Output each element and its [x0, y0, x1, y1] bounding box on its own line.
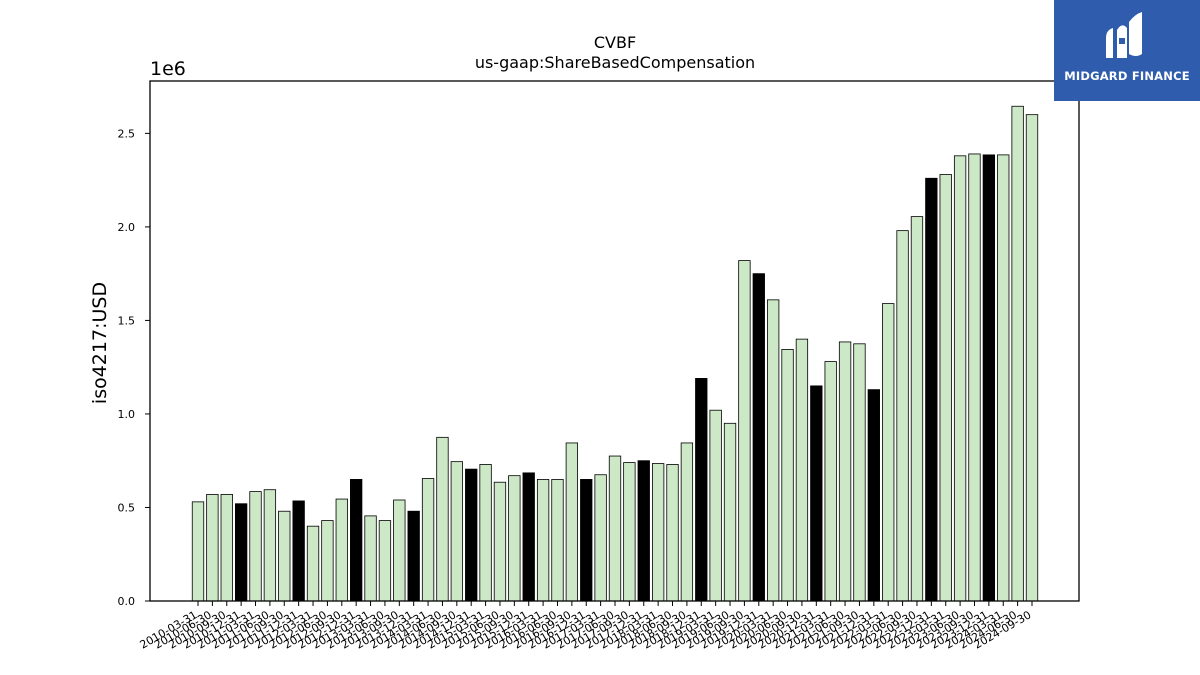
bar-2018-03-31	[651, 463, 665, 602]
bar-2021-12-31	[867, 389, 880, 602]
bar-2010-09-30	[220, 493, 233, 602]
x-ticks-group: 2010-03-312010-06-302010-09-302010-12-31…	[138, 601, 1034, 652]
bar-2022-12-31	[925, 177, 938, 602]
bar-2018-06-30	[666, 464, 679, 602]
y-tick-label: 1.0	[118, 408, 136, 421]
y-tick-label: 0.5	[118, 501, 136, 514]
bar-2024-03-31	[997, 154, 1010, 602]
bar-2011-09-30	[278, 510, 291, 602]
bar-2020-03-31	[767, 299, 780, 602]
midgard-logo-icon	[1106, 12, 1142, 58]
bar-2022-03-31	[882, 303, 895, 602]
bar-2019-09-30	[738, 260, 751, 602]
bar-2015-03-31	[479, 464, 492, 602]
bar-2012-03-31	[306, 525, 320, 602]
bar-2011-03-31	[249, 491, 262, 602]
bar-2014-06-30	[436, 436, 449, 602]
chart-title: CVBF	[594, 33, 636, 52]
bar-2017-03-31	[594, 474, 607, 602]
bar-2012-09-30	[335, 498, 348, 602]
bar-2014-09-30	[450, 461, 463, 602]
bar-2020-09-30	[795, 338, 809, 602]
bar-2021-03-31	[824, 361, 837, 602]
bar-2023-03-31	[939, 174, 952, 602]
y-ticks-group: 0.0 0.5 1.0 1.5 2.0 2.5	[118, 127, 150, 608]
bar-2013-03-31	[364, 515, 377, 602]
bar-2010-06-30	[206, 493, 219, 602]
bar-2023-12-31	[982, 154, 996, 602]
bar-2019-03-31	[709, 409, 722, 602]
bar-2016-03-31	[536, 479, 550, 602]
y-tick-label: 1.5	[118, 314, 136, 327]
bar-2013-06-30	[378, 520, 392, 602]
bar-2021-06-30	[838, 341, 852, 602]
bar-2023-09-30	[968, 153, 981, 602]
bar-2024-06-30	[1011, 105, 1024, 602]
bar-2011-12-31	[292, 500, 305, 602]
chart-subtitle: us-gaap:ShareBasedCompensation	[475, 53, 755, 72]
bar-2014-03-31	[421, 478, 435, 602]
y-tick-label: 0.0	[118, 595, 136, 608]
bar-2022-06-30	[896, 230, 909, 602]
y-axis-label: iso4217:USD	[89, 282, 111, 404]
bar-2022-09-30	[910, 216, 924, 602]
y-tick-label: 2.0	[118, 221, 136, 234]
bar-2010-03-31	[191, 501, 205, 602]
bar-2017-12-31	[637, 460, 650, 602]
bar-2015-06-30	[493, 481, 507, 602]
bar-2018-12-31	[695, 378, 708, 602]
logo-text: MIDGARD FINANCE	[1064, 69, 1190, 83]
bar-2016-09-30	[565, 442, 579, 602]
bar-2017-09-30	[623, 462, 636, 602]
bar-2011-06-30	[263, 489, 277, 602]
plot-frame	[149, 80, 1080, 602]
bar-2016-12-31	[580, 479, 593, 602]
bar-2015-12-31	[522, 472, 535, 602]
bar-2024-09-30	[1025, 114, 1039, 602]
bar-2017-06-30	[608, 455, 622, 602]
y-offset-label: 1e6	[150, 58, 186, 80]
bar-2019-12-31	[752, 273, 765, 602]
bar-2021-09-30	[853, 343, 866, 602]
y-tick-label: 2.5	[118, 127, 136, 140]
bars-group	[191, 105, 1039, 602]
midgard-finance-logo: MIDGARD FINANCE	[1054, 0, 1200, 101]
bar-2012-06-30	[321, 520, 334, 602]
bar-2019-06-30	[723, 422, 737, 602]
bar-2010-12-31	[234, 503, 248, 602]
bar-2020-12-31	[810, 385, 823, 602]
bar-2015-09-30	[508, 475, 521, 602]
bar-2020-06-30	[781, 349, 794, 602]
bar-2014-12-31	[465, 468, 478, 602]
bar-2018-09-30	[680, 442, 694, 602]
bar-2013-12-31	[407, 510, 420, 602]
bar-2023-06-30	[953, 155, 967, 602]
bar-2013-09-30	[393, 499, 406, 602]
bar-2012-12-31	[350, 479, 363, 602]
bar-2016-06-30	[551, 479, 564, 602]
